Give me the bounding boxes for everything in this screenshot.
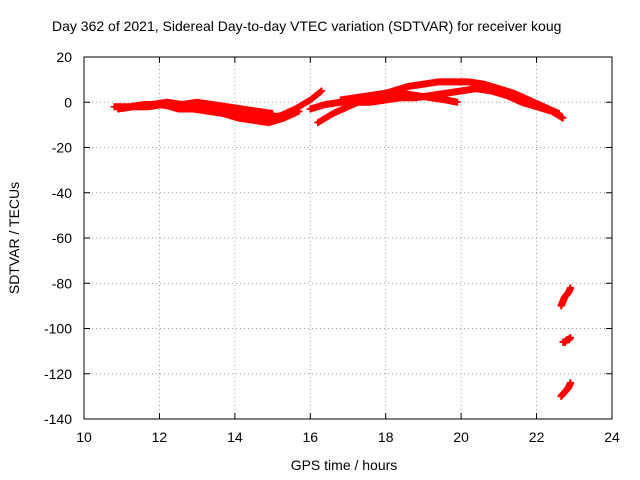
- grid: [84, 57, 612, 419]
- chart-title: Day 362 of 2021, Sidereal Day-to-day VTE…: [52, 18, 561, 34]
- y-axis-title: SDTVAR / TECUs: [6, 182, 22, 294]
- data-point: [567, 379, 575, 387]
- data-point: [567, 284, 575, 292]
- x-tick-label: 18: [378, 429, 394, 445]
- y-tick-label: -100: [44, 321, 72, 337]
- series-arc-5: [306, 85, 567, 122]
- y-tick-label: 20: [56, 49, 72, 65]
- x-tick-label: 22: [529, 429, 545, 445]
- x-tick-label: 12: [152, 429, 168, 445]
- data-point: [295, 107, 303, 115]
- series-arc-8: [559, 334, 575, 346]
- series-arc-3: [148, 98, 277, 118]
- data-point: [559, 114, 567, 122]
- axis-ticks: 10 12 14 16 18 20 22 24 -140 -120 -100 -80 -60 -40 -20…: [44, 49, 620, 445]
- series-arc-6: [336, 89, 461, 106]
- data-point: [269, 110, 277, 118]
- series-arc-7: [557, 284, 575, 310]
- y-tick-label: -120: [44, 366, 72, 382]
- y-tick-label: -40: [52, 185, 72, 201]
- y-tick-label: -60: [52, 230, 72, 246]
- x-tick-label: 10: [76, 429, 92, 445]
- y-tick-label: -80: [52, 275, 72, 291]
- data-point: [318, 87, 326, 95]
- data-point: [453, 98, 461, 106]
- y-tick-label: -140: [44, 411, 72, 427]
- y-tick-label: 0: [64, 94, 72, 110]
- y-tick-label: -20: [52, 140, 72, 156]
- x-tick-label: 14: [227, 429, 243, 445]
- x-tick-label: 16: [302, 429, 318, 445]
- data-point: [567, 334, 575, 342]
- series-arc-9: [557, 379, 575, 400]
- x-tick-label: 20: [453, 429, 469, 445]
- data-points: [110, 78, 575, 400]
- x-axis-title: GPS time / hours: [291, 457, 398, 473]
- x-tick-label: 24: [604, 429, 620, 445]
